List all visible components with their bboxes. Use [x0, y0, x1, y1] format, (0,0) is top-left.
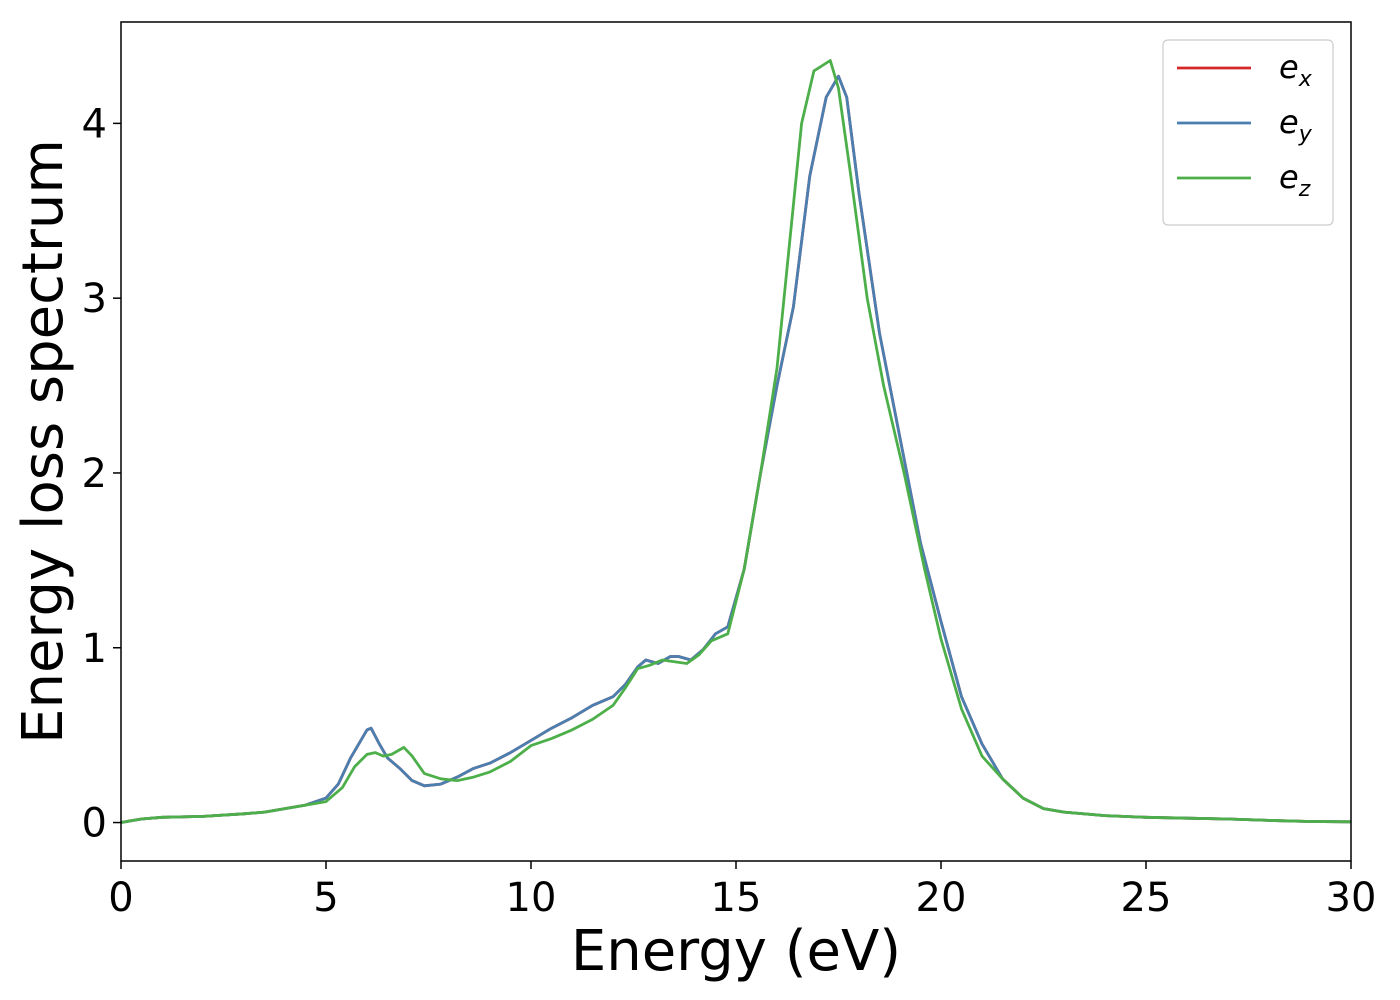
x-tick-label: 30 — [1326, 875, 1377, 921]
legend-label-x: ex — [1279, 48, 1313, 92]
y-tick-label: 2 — [82, 451, 107, 497]
x-tick-label: 0 — [108, 875, 133, 921]
x-axis-label: Energy (eV) — [571, 919, 901, 984]
y-tick-label: 1 — [82, 626, 107, 672]
y-axis-ticks: 0 1 2 3 4 — [82, 101, 121, 847]
y-tick-label: 4 — [82, 101, 107, 147]
x-tick-label: 5 — [313, 875, 338, 921]
legend-label-y: ey — [1279, 103, 1313, 147]
legend-label-z: ez — [1279, 158, 1311, 202]
y-tick-label: 0 — [82, 801, 107, 847]
x-tick-label: 15 — [711, 875, 762, 921]
y-tick-label: 3 — [82, 276, 107, 322]
series-line-z — [121, 59, 1351, 824]
y-axis-label: Energy loss spectrum — [11, 139, 76, 744]
x-tick-label: 20 — [916, 875, 967, 921]
plot-lines — [121, 59, 1351, 824]
x-axis-ticks: 0 5 10 15 20 25 30 — [108, 861, 1376, 921]
x-tick-label: 10 — [506, 875, 557, 921]
legend: ex ey ez — [1162, 39, 1334, 226]
x-tick-label: 25 — [1121, 875, 1172, 921]
